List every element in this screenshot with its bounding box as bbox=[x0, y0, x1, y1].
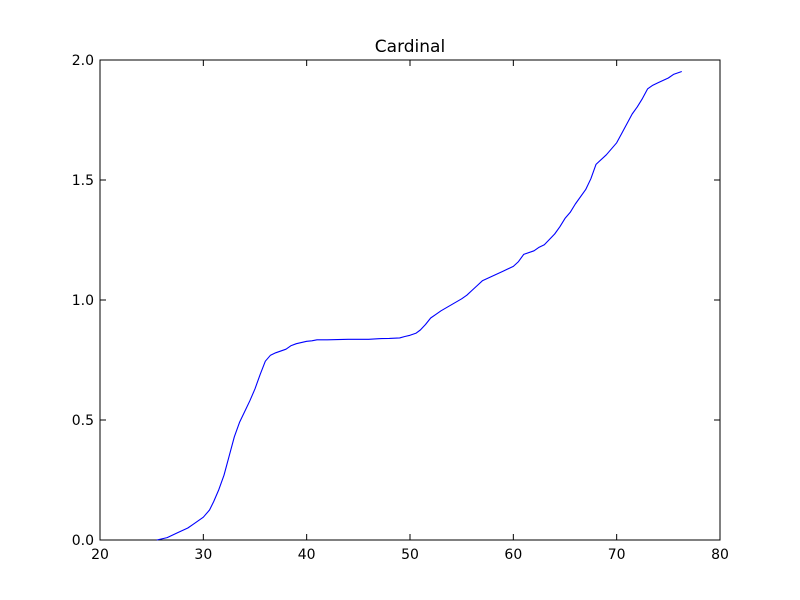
x-tick-label: 50 bbox=[401, 547, 419, 563]
x-tick-label: 70 bbox=[608, 547, 626, 563]
x-tick-label: 80 bbox=[711, 547, 729, 563]
plot-frame bbox=[99, 59, 721, 541]
y-tick-label: 0.5 bbox=[72, 413, 94, 429]
series-layer bbox=[156, 71, 682, 541]
y-tick-label: 1.0 bbox=[72, 293, 94, 309]
x-tick-label: 30 bbox=[194, 547, 212, 563]
x-tick-label: 20 bbox=[91, 547, 109, 563]
y-axis: 0.0 0.5 1.0 1.5 2.0 bbox=[72, 53, 720, 549]
x-tick-label: 40 bbox=[298, 547, 316, 563]
y-tick-label: 1.5 bbox=[72, 173, 94, 189]
chart-title: Cardinal bbox=[375, 37, 445, 57]
y-tick-label: 2.0 bbox=[72, 53, 94, 69]
x-tick-label: 60 bbox=[504, 547, 522, 563]
x-axis: 20 30 40 50 60 70 80 bbox=[91, 60, 729, 563]
y-tick-label: 0.0 bbox=[72, 533, 94, 549]
series-line-0 bbox=[156, 71, 682, 541]
